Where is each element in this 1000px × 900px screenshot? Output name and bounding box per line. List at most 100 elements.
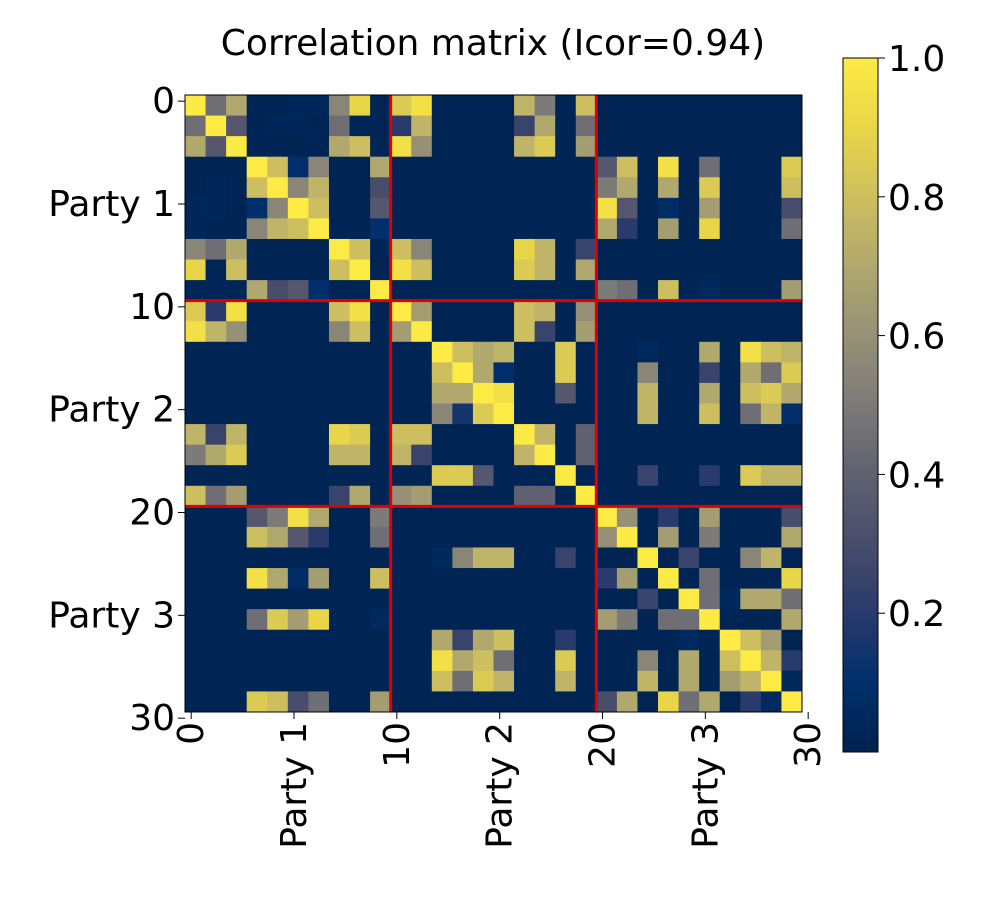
heatmap-cell [596,444,618,466]
heatmap-cell [493,403,515,425]
heatmap-cell [493,259,515,281]
heatmap-cell [411,424,433,446]
heatmap-cell [699,95,721,116]
heatmap-cell [678,691,700,713]
heatmap-cell [452,588,474,610]
heatmap-cell [472,259,494,281]
heatmap-cell [226,568,248,589]
heatmap-cell [514,506,536,528]
heatmap-cell [575,506,597,528]
heatmap-cell [349,547,371,569]
heatmap-cell [781,156,803,178]
heatmap-cell [287,382,309,404]
heatmap-cell [452,136,474,158]
heatmap-cell [514,280,536,302]
heatmap-cell [781,691,803,713]
heatmap-cell [349,156,371,178]
heatmap-cell [781,115,803,137]
heatmap-cell [431,444,453,466]
heatmap-cell [390,362,412,384]
heatmap-cell [431,506,453,528]
heatmap-cell [205,197,227,219]
heatmap-cell [390,321,412,343]
heatmap-cell [493,321,515,343]
heatmap-cell [658,238,679,260]
heatmap-cell [390,588,412,610]
heatmap-cell [678,485,700,507]
heatmap-cell [452,300,474,322]
heatmap-cell [226,691,248,713]
heatmap-cell [452,506,474,528]
heatmap-cell [699,609,721,631]
heatmap-cell [658,218,679,240]
heatmap-cell [637,197,659,219]
heatmap-cell [596,321,618,343]
heatmap-cell [493,424,515,446]
heatmap-cell [637,670,659,692]
heatmap-cell [246,588,268,610]
heatmap-cell [678,629,700,651]
heatmap-cell [267,341,289,363]
heatmap-cell [555,300,577,322]
heatmap-cell [658,403,679,425]
heatmap-cell [493,568,515,589]
heatmap-cell [616,588,638,610]
heatmap-cell [514,95,536,116]
heatmap-cell [678,444,700,466]
heatmap-cell [760,280,782,302]
heatmap-cell [699,403,721,425]
heatmap-cell [431,280,453,302]
heatmap-cell [411,568,433,589]
heatmap-cell [370,506,392,528]
heatmap-cell [781,444,803,466]
heatmap-cell [226,341,248,363]
heatmap-cell [328,362,350,384]
heatmap-cell [431,485,453,507]
heatmap-cell [699,650,721,672]
heatmap-cell [534,136,556,158]
heatmap-cell [596,177,618,199]
heatmap-cell [452,691,474,713]
heatmap-cell [349,424,371,446]
heatmap-cell [185,691,206,713]
heatmap-cell [555,382,577,404]
heatmap-cell [534,238,556,260]
heatmap-cell [555,362,577,384]
heatmap-cell [390,115,412,137]
x-tick-label: Party 3 [685,722,726,849]
heatmap-cell [411,691,433,713]
heatmap-cell [328,238,350,260]
heatmap-cell [226,177,248,199]
heatmap-cell [205,465,227,487]
heatmap-cell [246,362,268,384]
heatmap-cell [472,629,494,651]
heatmap-cell [370,568,392,589]
heatmap-cell [308,444,330,466]
heatmap-cell [370,382,392,404]
heatmap-cell [616,341,638,363]
heatmap-cell [411,588,433,610]
heatmap-cell [328,156,350,178]
heatmap-cell [308,218,330,240]
heatmap-cell [308,156,330,178]
heatmap-cell [328,485,350,507]
heatmap-cell [699,526,721,548]
heatmap-cell [205,280,227,302]
heatmap-cell [308,362,330,384]
heatmap-cell [452,403,474,425]
heatmap-cell [328,115,350,137]
heatmap-cell [534,629,556,651]
heatmap-cell [328,95,350,116]
heatmap-cell [534,485,556,507]
heatmap-cell [740,362,762,384]
heatmap-cell [658,177,679,199]
heatmap-cell [740,506,762,528]
heatmap-cell [575,362,597,384]
heatmap-cell [740,485,762,507]
heatmap-cell [658,691,679,713]
heatmap-cells [185,95,803,713]
heatmap-cell [534,280,556,302]
heatmap-cell [514,629,536,651]
heatmap-cell [390,670,412,692]
heatmap-cell [185,588,206,610]
